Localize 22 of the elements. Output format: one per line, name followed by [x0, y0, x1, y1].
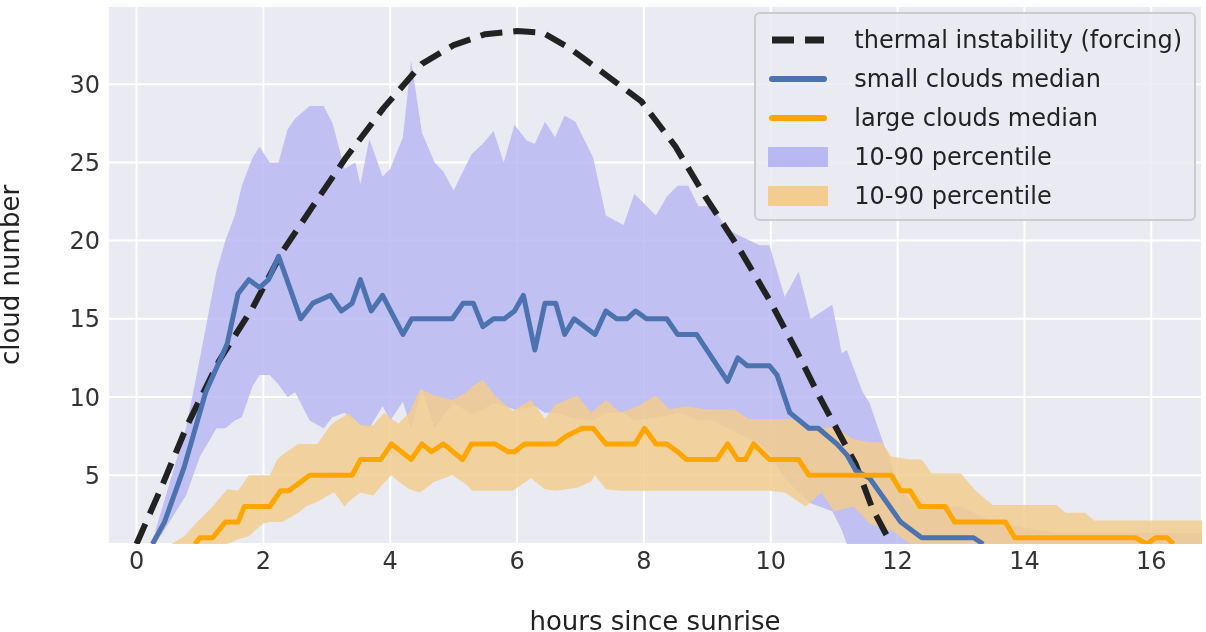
legend-label: 10-90 percentile: [854, 142, 1052, 171]
x-tick-label: 2: [255, 547, 272, 576]
x-axis-title: hours since sunrise: [529, 606, 781, 632]
x-tick-label: 12: [882, 547, 913, 576]
x-tick-label: 0: [128, 547, 145, 576]
x-tick-label: 8: [636, 547, 652, 576]
legend-label: large clouds median: [854, 103, 1098, 132]
x-tick-label: 4: [382, 547, 398, 576]
x-tick-label: 14: [1009, 547, 1040, 576]
x-tick-label: 10: [755, 547, 787, 576]
x-tick-label: 6: [509, 547, 525, 576]
legend-label: thermal instability (forcing): [854, 25, 1182, 54]
legend-label: 10-90 percentile: [854, 181, 1052, 210]
legend-label: small clouds median: [854, 64, 1101, 93]
y-axis-title: cloud number: [0, 184, 26, 366]
y-tick-label: 25: [69, 148, 100, 177]
y-tick-label: 20: [69, 227, 100, 256]
y-tick-label: 30: [69, 70, 100, 99]
y-tick-label: 5: [84, 461, 100, 490]
y-tick-label: 10: [69, 383, 100, 412]
y-tick-label: 15: [69, 305, 100, 334]
x-tick-label: 16: [1135, 547, 1167, 576]
